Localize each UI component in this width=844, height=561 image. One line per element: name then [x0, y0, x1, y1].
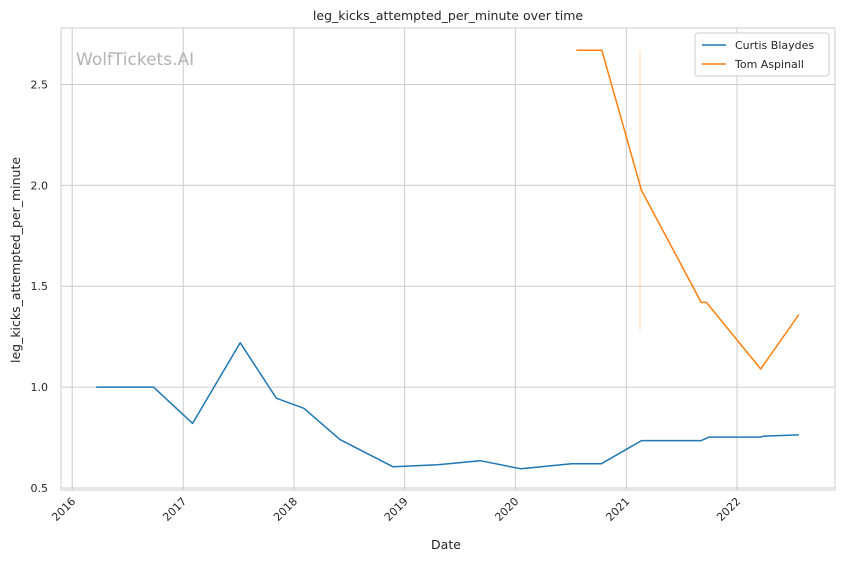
y-axis-ticks: 0.5 1.0 1.5 2.0 2.5 — [31, 78, 49, 494]
series-line-curtis-blaydes — [96, 341, 799, 470]
legend: Curtis Blaydes Tom Aspinall — [694, 32, 830, 77]
legend-label-tom-aspinall: Tom Aspinall — [734, 58, 804, 71]
x-tick-label: 2016 — [49, 495, 78, 524]
x-tick-label: 2018 — [271, 495, 300, 524]
y-tick-label: 1.0 — [31, 381, 49, 394]
series-line-tom-aspinall — [576, 49, 800, 370]
x-tick-label: 2021 — [603, 495, 632, 524]
x-tick-label: 2019 — [382, 495, 411, 524]
x-tick-label: 2017 — [160, 495, 189, 524]
legend-label-curtis-blaydes: Curtis Blaydes — [735, 39, 814, 52]
y-axis-label: leg_kicks_attempted_per_minute — [8, 157, 23, 363]
watermark: WolfTickets.AI — [76, 50, 194, 70]
x-axis-label: Date — [431, 537, 461, 552]
y-tick-label: 1.5 — [31, 280, 49, 293]
grid-lines — [61, 28, 835, 490]
series-lines — [96, 49, 800, 470]
x-tick-label: 2020 — [492, 495, 521, 524]
y-tick-label: 2.5 — [31, 78, 49, 91]
y-tick-label: 2.0 — [31, 179, 49, 192]
y-tick-label: 0.5 — [31, 482, 49, 495]
x-axis-ticks: 2016 2017 2018 2019 2020 2021 2022 — [49, 495, 743, 524]
x-tick-label: 2022 — [714, 495, 743, 524]
legend-box — [694, 32, 830, 77]
plot-area — [60, 27, 836, 491]
chart-title: leg_kicks_attempted_per_minute over time — [313, 8, 583, 23]
